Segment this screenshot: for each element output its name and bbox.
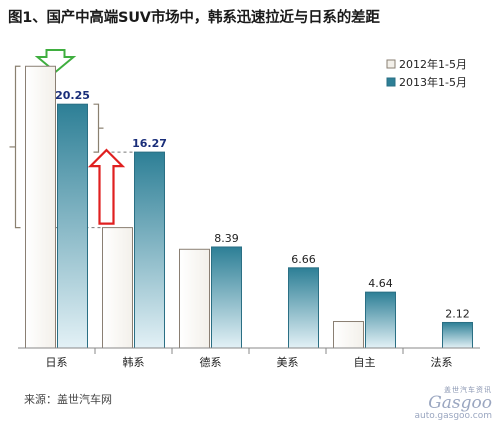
- category-label-2: 德系: [200, 355, 222, 369]
- data-label-5: 2.12: [445, 307, 470, 320]
- gap-bracket-2012: [14, 65, 21, 229]
- gap-bracket-2013: [93, 103, 100, 153]
- data-label-3: 6.66: [291, 253, 316, 266]
- data-label-1: 16.27: [132, 137, 167, 150]
- bar-2013-0: [57, 103, 88, 349]
- bar-2013-5: [442, 321, 473, 349]
- bar-2012-4: [333, 321, 364, 349]
- watermark-logo: Gasgoo: [428, 393, 492, 413]
- bar-2013-4: [365, 291, 396, 349]
- category-label-1: 韩系: [123, 355, 145, 369]
- bar-2012-1: [102, 227, 133, 349]
- bar-2012-2: [179, 248, 210, 349]
- bar-2013-3: [288, 267, 319, 349]
- bar-2012-0: [25, 65, 56, 349]
- down-arrow-icon: [34, 49, 77, 74]
- category-label-3: 美系: [277, 356, 299, 369]
- gasgoo-watermark: 盖世汽车资讯 Gasgoo auto.gasgoo.com: [414, 385, 492, 421]
- watermark-url: auto.gasgoo.com: [414, 411, 492, 421]
- source-note: 来源：盖世汽车网: [24, 393, 112, 406]
- legend-label-0: 2012年1-5月: [399, 57, 467, 71]
- legend-label-1: 2013年1-5月: [399, 75, 467, 89]
- bar-2013-1: [134, 151, 165, 349]
- category-label-4: 自主: [354, 356, 376, 369]
- watermark-cn: 盖世汽车资讯: [444, 386, 492, 394]
- data-label-0: 20.25: [55, 89, 90, 102]
- category-label-5: 法系: [431, 355, 453, 369]
- data-label-2: 8.39: [214, 232, 239, 245]
- up-arrow-icon: [87, 148, 126, 225]
- legend-swatch-1: [386, 77, 396, 87]
- data-label-4: 4.64: [368, 277, 393, 290]
- category-label-0: 日系: [46, 356, 68, 369]
- bar-2013-2: [211, 246, 242, 349]
- chart-title: 图1、国产中高端SUV市场中，韩系迅速拉近与日系的差距: [8, 10, 380, 26]
- legend-swatch-0: [386, 59, 396, 69]
